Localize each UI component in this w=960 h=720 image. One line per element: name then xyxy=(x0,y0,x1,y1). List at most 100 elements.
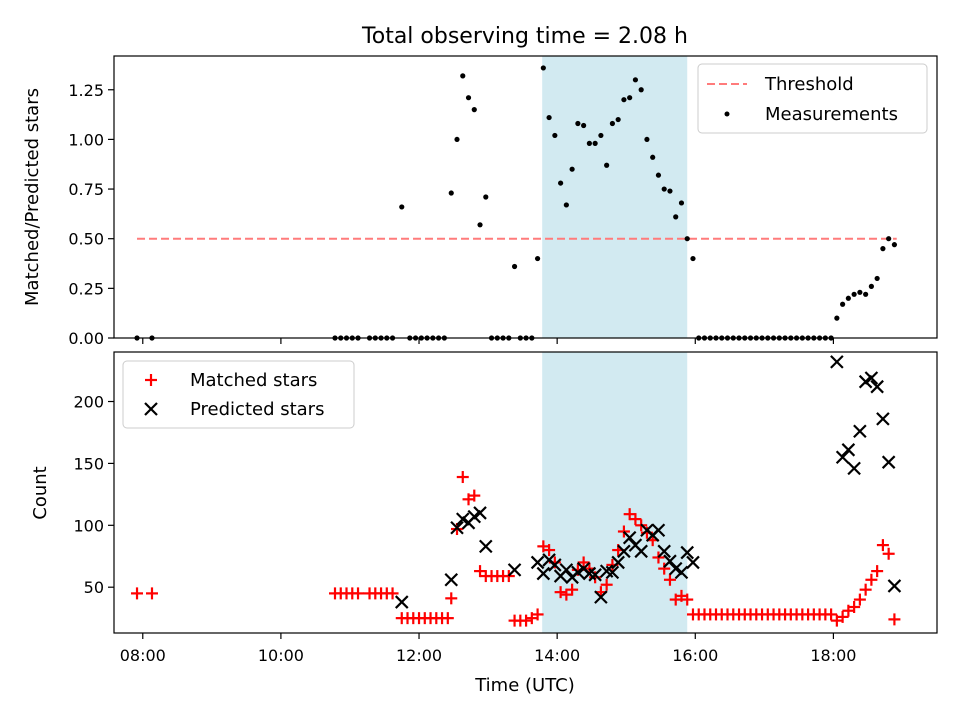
predicted-star-point xyxy=(841,443,856,457)
predicted-star-point xyxy=(473,506,487,520)
matched-star-point xyxy=(836,610,849,623)
matched-star-point xyxy=(882,547,895,560)
predicted-star-point xyxy=(634,544,648,559)
matched-star-point xyxy=(658,562,671,575)
predicted-star-point xyxy=(853,424,867,439)
predicted-star-point xyxy=(830,355,844,369)
predicted-stars-points xyxy=(394,355,902,609)
x-tick-label: 10:00 xyxy=(258,646,304,665)
measurement-point xyxy=(845,295,851,301)
measurement-point xyxy=(483,194,489,200)
matched-star-point xyxy=(456,471,469,484)
measurement-point xyxy=(632,77,639,83)
legend-predicted-label: Predicted stars xyxy=(190,399,324,420)
bottom-axes-frame xyxy=(113,351,938,634)
x-tick-label: 16:00 xyxy=(672,646,718,665)
measurement-point xyxy=(661,186,667,192)
predicted-star-point xyxy=(611,555,625,570)
top-y-tick-label: 0.50 xyxy=(68,230,104,249)
bottom-y-axis-label: Count xyxy=(30,466,51,519)
matched-star-point xyxy=(853,593,866,606)
predicted-star-point xyxy=(847,461,861,476)
x-tick-label: 08:00 xyxy=(120,646,166,665)
bottom-highlight-span xyxy=(542,352,688,633)
measurement-point xyxy=(621,97,627,103)
matched-star-point xyxy=(468,489,481,502)
matched-star-point xyxy=(131,587,144,600)
matched-star-point xyxy=(888,613,901,626)
top-highlight-span xyxy=(542,56,688,338)
bottom-panel: 50 100 150 200 08:00 10:00 12:00 14:00 16:00 18:… xyxy=(30,351,938,696)
legend-matched-label: Matched stars xyxy=(190,370,317,391)
measurement-point xyxy=(857,289,863,295)
measurement-point xyxy=(868,283,874,289)
predicted-star-point xyxy=(617,544,631,559)
predicted-star-point xyxy=(663,554,677,568)
measurement-point xyxy=(886,236,892,242)
matched-star-point xyxy=(663,573,676,586)
bottom-y-tick-label: 100 xyxy=(73,516,104,535)
predicted-star-point xyxy=(536,566,551,581)
predicted-star-point xyxy=(674,565,689,580)
legend-predicted-swatch xyxy=(144,402,158,416)
measurement-point xyxy=(604,162,610,168)
measurement-point xyxy=(460,73,466,79)
measurement-point xyxy=(638,87,644,93)
top-y-tick-label: 1.25 xyxy=(68,81,104,100)
x-tick-label: 18:00 xyxy=(810,646,856,665)
top-legend-box xyxy=(697,63,928,134)
predicted-star-point xyxy=(444,572,459,587)
measurement-point xyxy=(615,116,621,123)
measurement-point xyxy=(534,255,541,262)
measurement-point xyxy=(863,291,869,297)
matched-star-point xyxy=(145,587,158,600)
x-tick-label: 14:00 xyxy=(534,646,580,665)
top-y-tick-label: 0.25 xyxy=(68,279,104,298)
top-y-axis-label: Matched/Predicted stars xyxy=(22,88,43,306)
measurement-point xyxy=(448,190,454,196)
measurement-point xyxy=(563,202,569,208)
predicted-star-point xyxy=(881,455,896,469)
bottom-y-tick-label: 150 xyxy=(73,454,104,473)
measurement-point xyxy=(678,200,685,206)
predicted-star-point xyxy=(479,539,493,554)
measurement-point xyxy=(586,140,592,146)
predicted-star-point xyxy=(548,558,562,572)
predicted-star-point xyxy=(870,379,884,394)
predicted-star-point xyxy=(657,544,671,559)
top-y-tick-label: 0.00 xyxy=(68,329,104,348)
measurement-point xyxy=(454,136,460,143)
chart-title: Total observing time = 2.08 h xyxy=(361,24,688,49)
measurement-point xyxy=(684,236,690,242)
measurement-point xyxy=(627,95,633,101)
legend-measurements-label: Measurements xyxy=(765,104,898,125)
predicted-star-point xyxy=(876,412,890,426)
matched-star-point xyxy=(554,586,567,599)
bottom-y-ticks: 50 100 150 200 xyxy=(73,393,114,597)
measurement-point xyxy=(552,132,558,139)
measurement-point xyxy=(690,255,696,262)
measurement-point xyxy=(598,132,604,139)
measurement-point xyxy=(581,122,587,129)
predicted-star-point xyxy=(605,565,620,580)
matched-stars-points xyxy=(131,471,901,627)
measurement-point xyxy=(840,301,846,307)
matched-star-point xyxy=(876,539,889,552)
measurement-point xyxy=(471,107,477,113)
bottom-legend: Matched stars Predicted stars xyxy=(122,360,355,429)
matched-star-point xyxy=(848,601,861,614)
measurement-point xyxy=(874,275,880,282)
top-y-tick-label: 1.00 xyxy=(68,130,104,149)
matched-star-point xyxy=(352,587,365,600)
measurement-point xyxy=(880,246,886,252)
predicted-star-point xyxy=(559,563,574,577)
legend-measurements-swatch xyxy=(724,111,730,117)
matched-star-point xyxy=(629,513,642,526)
bottom-y-tick-label: 50 xyxy=(84,578,104,597)
predicted-star-point xyxy=(450,521,464,535)
measurement-point xyxy=(667,188,673,194)
matched-star-point xyxy=(566,583,579,596)
matched-star-point xyxy=(865,573,878,586)
matched-star-point xyxy=(386,587,399,600)
